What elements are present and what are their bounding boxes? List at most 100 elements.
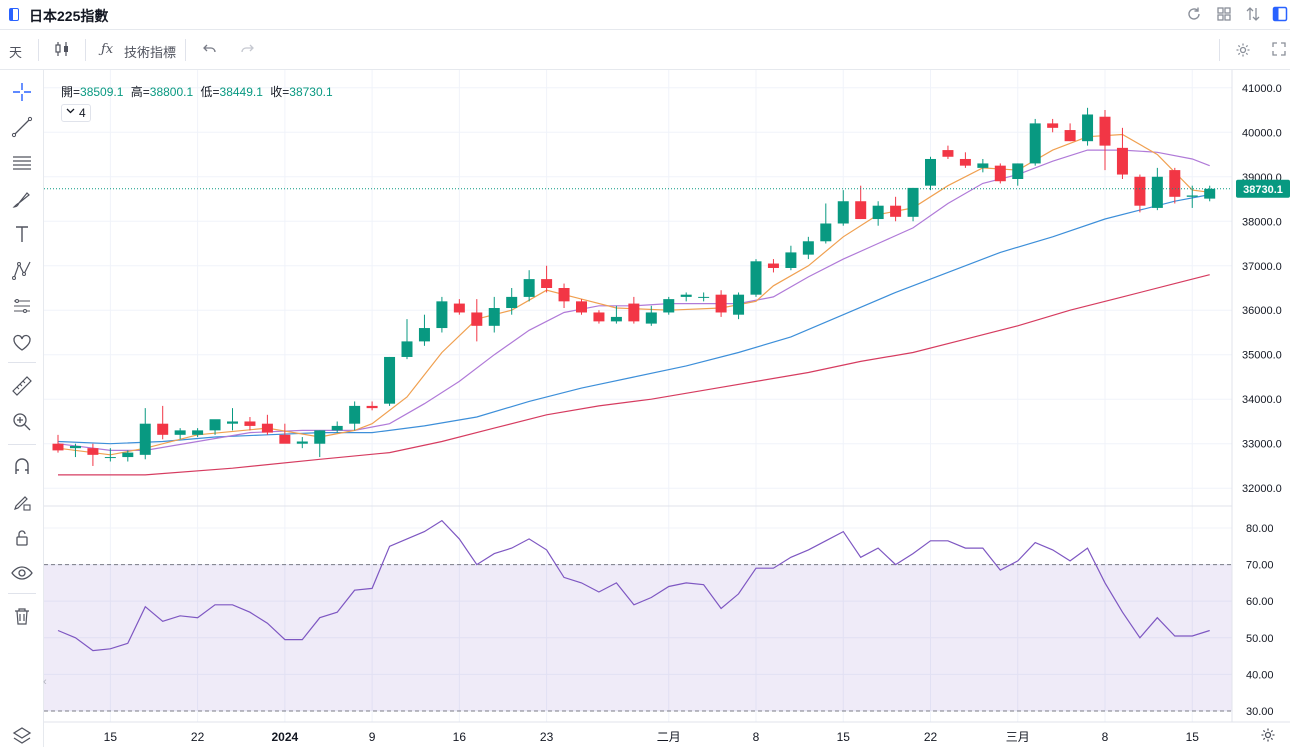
- grid-icon[interactable]: [1216, 6, 1232, 26]
- candle-body[interactable]: [331, 425, 343, 431]
- candle-body[interactable]: [1169, 170, 1181, 197]
- settings-icon[interactable]: [1235, 42, 1251, 61]
- candle-body[interactable]: [1151, 176, 1163, 208]
- candle-body[interactable]: [244, 421, 256, 426]
- candle-body[interactable]: [802, 241, 814, 255]
- candle-body[interactable]: [384, 356, 396, 404]
- pattern-icon[interactable]: [10, 258, 34, 282]
- compare-icon[interactable]: [1245, 6, 1261, 26]
- candle-body[interactable]: [453, 303, 465, 313]
- time-axis[interactable]: 15 22 2024 9 16 23 二月 8 15 22 三月 8 15: [104, 730, 1200, 744]
- candle-body[interactable]: [1047, 123, 1059, 128]
- magnet-icon[interactable]: [10, 454, 34, 478]
- candle-body[interactable]: [1012, 163, 1024, 179]
- candle-body[interactable]: [907, 187, 919, 217]
- candle-body[interactable]: [1064, 130, 1076, 142]
- candle-body[interactable]: [576, 301, 587, 313]
- candle-body[interactable]: [471, 312, 483, 326]
- text-icon[interactable]: [10, 222, 34, 246]
- interval-button[interactable]: 天: [9, 45, 23, 60]
- trash-icon[interactable]: [10, 604, 34, 628]
- fullscreen-icon[interactable]: [1272, 42, 1286, 59]
- candle-body[interactable]: [1082, 114, 1094, 142]
- candle-body[interactable]: [436, 301, 448, 329]
- candles-icon[interactable]: [53, 40, 71, 61]
- zoom-icon[interactable]: [10, 410, 34, 434]
- candle-body[interactable]: [69, 445, 81, 449]
- candle-body[interactable]: [715, 294, 727, 313]
- panel-icon[interactable]: [1272, 6, 1288, 26]
- lock-draw-icon[interactable]: [10, 490, 34, 514]
- candle-body[interactable]: [139, 423, 151, 455]
- candle-body[interactable]: [52, 443, 64, 451]
- candles[interactable]: [52, 107, 1216, 466]
- candle-body[interactable]: [87, 448, 99, 455]
- candle-body[interactable]: [750, 261, 762, 295]
- candle-body[interactable]: [541, 279, 553, 288]
- candle-body[interactable]: [122, 452, 134, 458]
- candle-body[interactable]: [610, 316, 622, 322]
- candle-body[interactable]: [1116, 147, 1128, 175]
- candle-body[interactable]: [820, 223, 832, 242]
- candle-body[interactable]: [733, 294, 745, 315]
- candle-body[interactable]: [628, 303, 640, 322]
- indicators-button[interactable]: 技術指標: [124, 45, 177, 60]
- candle-body[interactable]: [1099, 116, 1111, 146]
- lock-icon[interactable]: [10, 526, 34, 550]
- candle-body[interactable]: [785, 252, 797, 268]
- candle-body[interactable]: [506, 296, 518, 309]
- candle-body[interactable]: [261, 423, 273, 433]
- heart-icon[interactable]: [10, 330, 34, 354]
- candle-body[interactable]: [942, 150, 954, 157]
- trendline-icon[interactable]: [10, 115, 34, 139]
- candle-body[interactable]: [1186, 195, 1198, 197]
- crosshair-icon[interactable]: [10, 80, 34, 104]
- candle-body[interactable]: [645, 312, 657, 324]
- candle-body[interactable]: [418, 328, 430, 342]
- candle-body[interactable]: [1204, 188, 1216, 199]
- candle-body[interactable]: [157, 423, 169, 435]
- candle-body[interactable]: [174, 430, 186, 435]
- candle-body[interactable]: [349, 405, 361, 424]
- refresh-icon[interactable]: [1186, 6, 1202, 26]
- candle-body[interactable]: [890, 205, 902, 217]
- price-axis[interactable]: 32000.0 33000.0 34000.0 35000.0 36000.0 37000…: [1242, 83, 1282, 495]
- layers-icon[interactable]: [10, 724, 34, 748]
- candle-body[interactable]: [977, 163, 989, 168]
- candle-body[interactable]: [1134, 176, 1146, 206]
- candle-body[interactable]: [314, 430, 326, 444]
- brush-icon[interactable]: [10, 187, 34, 211]
- candle-body[interactable]: [401, 341, 413, 357]
- candle-body[interactable]: [558, 288, 570, 302]
- candle-body[interactable]: [925, 158, 936, 186]
- redo-icon[interactable]: [240, 42, 254, 59]
- gear-icon[interactable]: [1260, 727, 1276, 748]
- candle-body[interactable]: [279, 434, 291, 444]
- candle-body[interactable]: [994, 165, 1006, 182]
- ruler-icon[interactable]: [10, 374, 34, 398]
- rsi-axis[interactable]: 30.00 40.00 50.00 60.00 70.00 80.00: [1246, 523, 1274, 718]
- forecast-icon[interactable]: [10, 294, 34, 318]
- candle-body[interactable]: [488, 308, 500, 326]
- candle-body[interactable]: [192, 430, 204, 435]
- undo-icon[interactable]: [203, 42, 217, 59]
- candle-body[interactable]: [959, 158, 971, 166]
- indicator-toggle-button[interactable]: 4: [61, 104, 91, 122]
- candle-body[interactable]: [593, 312, 605, 322]
- candle-body[interactable]: [855, 201, 867, 220]
- candle-body[interactable]: [872, 205, 884, 220]
- candle-body[interactable]: [227, 421, 238, 424]
- fib-icon[interactable]: [10, 151, 34, 175]
- candle-body[interactable]: [366, 405, 378, 409]
- candle-body[interactable]: [767, 263, 779, 268]
- candle-body[interactable]: [209, 419, 221, 431]
- collapse-arrow-icon[interactable]: ‹: [43, 676, 47, 688]
- candle-body[interactable]: [680, 294, 692, 297]
- fx-icon[interactable]: ƒx: [101, 42, 114, 57]
- candle-body[interactable]: [837, 201, 849, 224]
- candle-body[interactable]: [1029, 123, 1041, 164]
- candle-body[interactable]: [663, 299, 675, 313]
- candle-body[interactable]: [296, 441, 308, 444]
- candle-body[interactable]: [698, 296, 710, 298]
